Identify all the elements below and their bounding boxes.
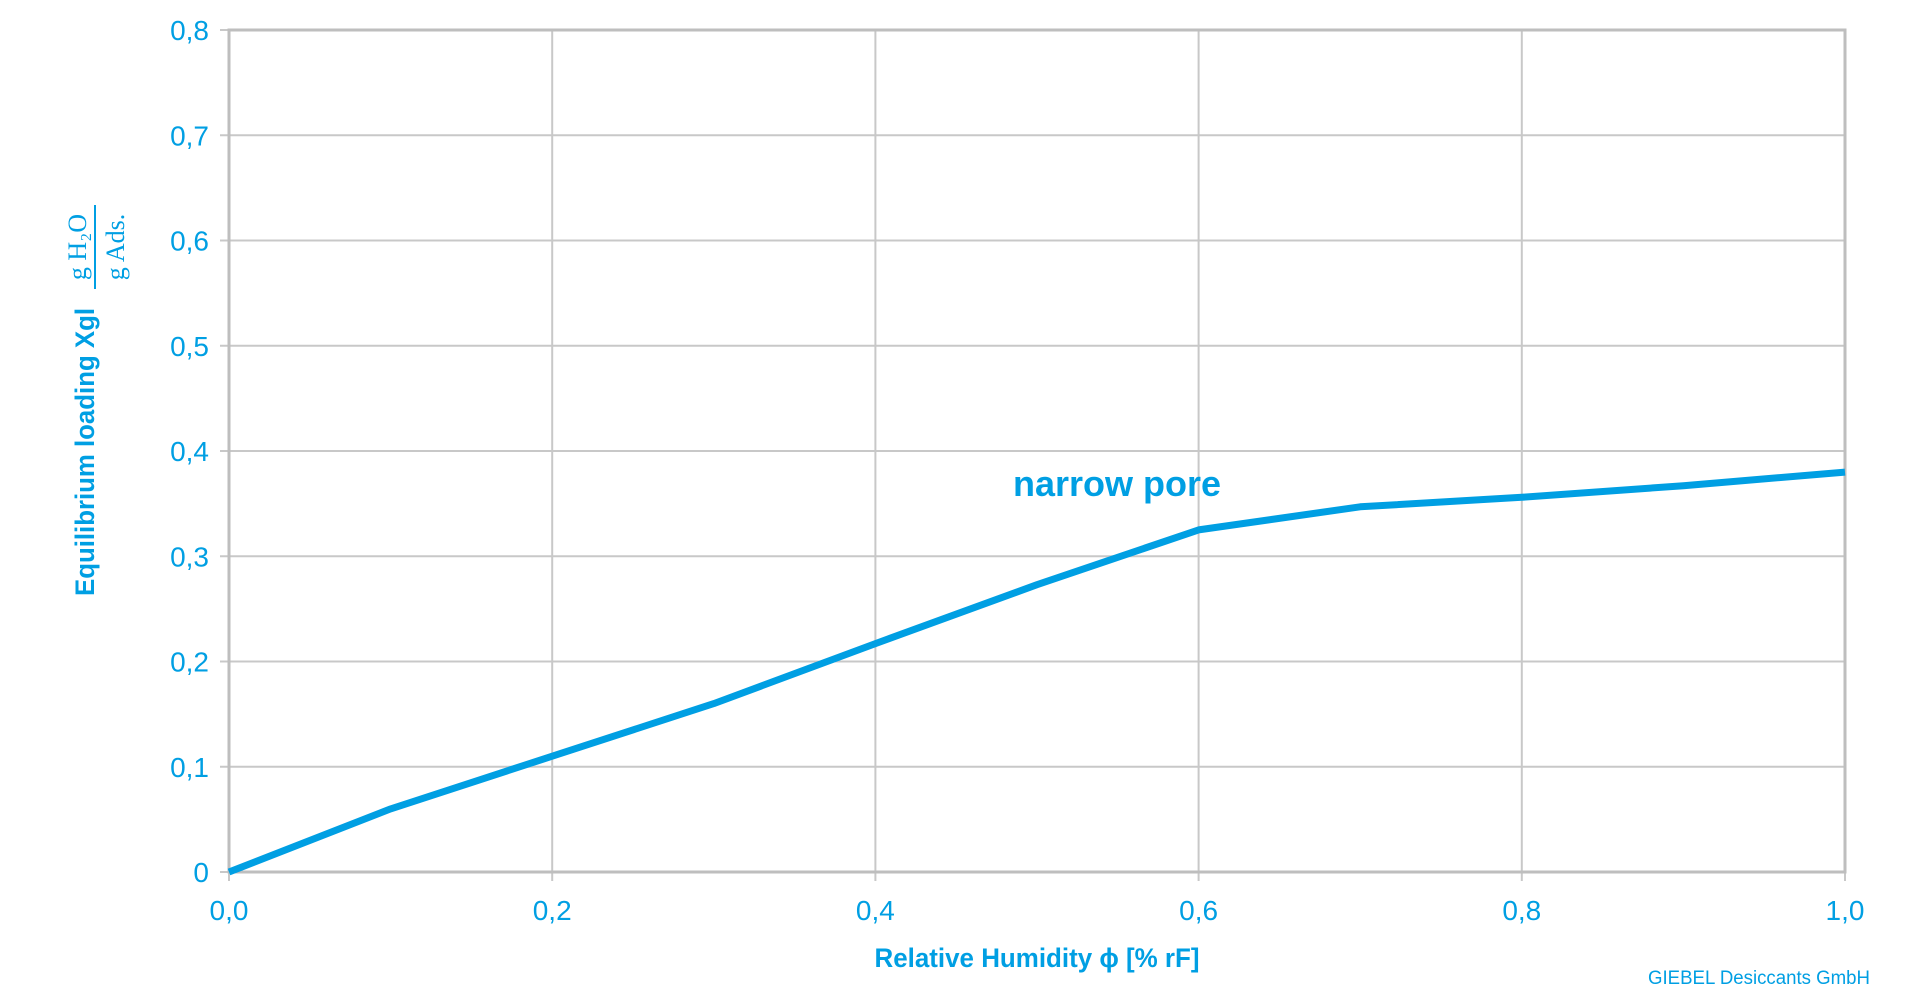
x-tick-label: 1,0 [1826, 895, 1865, 926]
x-tick-label: 0,6 [1179, 895, 1218, 926]
x-tick-label: 0,8 [1502, 895, 1541, 926]
y-axis-title: Equilibrium loading Xgl [70, 308, 100, 596]
annotation-narrow-pore: narrow pore [1013, 463, 1221, 504]
x-tick-label: 0,4 [856, 895, 895, 926]
y-tick-label: 0 [193, 857, 209, 888]
y-axis-unit-fraction: g H₂O g Ads. [63, 205, 130, 289]
series-line-narrow-pore [227, 468, 1846, 876]
y-tick-label: 0,2 [170, 647, 209, 678]
plot-frame [227, 28, 1847, 874]
y-tick-label: 0,4 [170, 436, 209, 467]
grid-lines [220, 29, 1846, 881]
y-tick-label: 0,7 [170, 120, 209, 151]
y-tick-label: 0,3 [170, 541, 209, 572]
y-tick-label: 0,6 [170, 226, 209, 257]
unit-denominator: g Ads. [101, 214, 130, 280]
y-tick-label: 0,5 [170, 331, 209, 362]
x-tick-label: 0,0 [210, 895, 249, 926]
y-tick-labels: 0 0,1 0,2 0,3 0,4 0,5 0,6 0,7 0,8 [170, 15, 209, 888]
x-tick-label: 0,2 [533, 895, 572, 926]
credit-text: GIEBEL Desiccants GmbH [1648, 968, 1870, 989]
x-axis-title: Relative Humidity ϕ [% rF] [875, 943, 1200, 973]
axes [227, 28, 1847, 874]
unit-numerator: g H₂O [63, 214, 92, 280]
x-tick-labels: 0,0 0,2 0,4 0,6 0,8 1,0 [210, 895, 1865, 926]
y-tick-label: 0,8 [170, 15, 209, 46]
y-tick-label: 0,1 [170, 752, 209, 783]
